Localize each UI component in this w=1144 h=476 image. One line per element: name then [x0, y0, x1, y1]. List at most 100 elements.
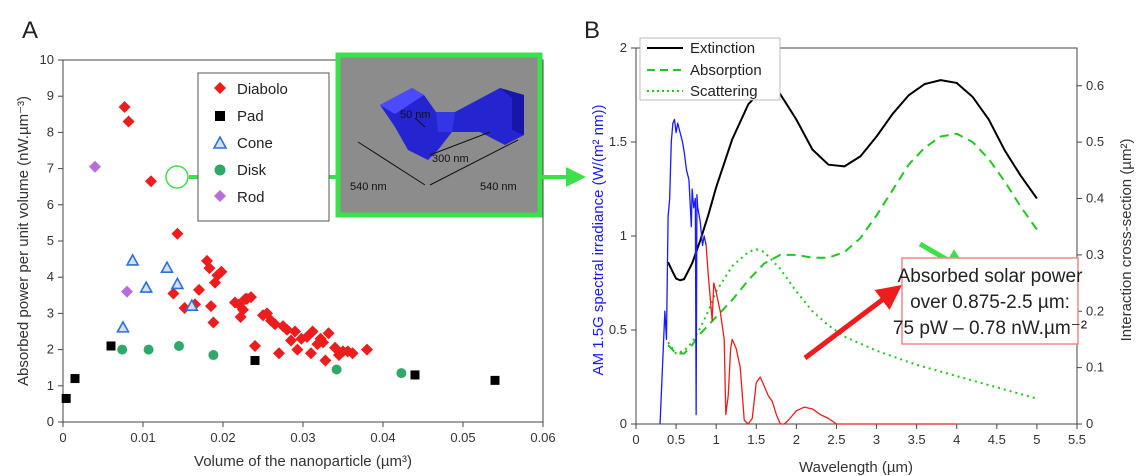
- y-axis-right-label-b: Interaction cross-section (µm²): [1118, 139, 1135, 342]
- x-tick-label-b: 4.5: [988, 432, 1006, 447]
- point-cone: [125, 253, 140, 266]
- diabolo-gap: [436, 112, 455, 132]
- point-diabolo: [245, 291, 257, 304]
- x-tick-label-b: 4: [953, 432, 960, 447]
- dim-line-540-left: [357, 141, 426, 186]
- y-tick-label-a: 4: [47, 269, 54, 284]
- point-disk: [208, 350, 219, 361]
- point-pad: [106, 341, 116, 351]
- panel-a-label: A: [22, 17, 38, 44]
- point-cone: [116, 320, 130, 333]
- x-axis-label-a: Volume of the nanoparticle (µm³): [194, 453, 412, 470]
- legend-a: Diabolo Pad Cone Disk Rod: [197, 72, 330, 222]
- series-line-extinction: [667, 79, 1038, 282]
- point-diabolo: [207, 316, 220, 329]
- point-disk: [174, 340, 184, 351]
- plot-a-points: [61, 101, 500, 403]
- point-diabolo: [215, 265, 228, 278]
- y-tick-right-label-b: 0.6: [1086, 78, 1104, 93]
- y-tick-label-a: 0: [47, 414, 54, 429]
- annotation-line-2: over 0.875-2.5 µm:: [910, 292, 1070, 313]
- legend-label-scattering: Scattering: [690, 83, 758, 100]
- point-diabolo: [322, 327, 335, 340]
- x-tick-label-a: 0.03: [290, 430, 315, 445]
- dim-label-540nm-left: 540 nm: [350, 181, 387, 193]
- point-diabolo: [249, 339, 261, 352]
- x-tick-label-a: 0.01: [130, 430, 155, 445]
- point-diabolo: [305, 347, 317, 360]
- x-tick-label-a: 0.05: [450, 430, 475, 445]
- point-pad: [70, 374, 80, 384]
- plot-a-ticks: 0 0.01 0.02 0.03 0.04 0.05 0.06 0 1 2 3 4 5 6 7 8 9 10: [40, 52, 556, 445]
- y-tick-label-a: 3: [47, 305, 54, 320]
- legend-label-pad: Pad: [237, 108, 264, 125]
- point-disk: [117, 344, 128, 355]
- chart-b: B 0 0.5 1 1.5 2 2.5 3 3.5 4 4.5 5 5.500.511.5200.10…: [584, 17, 1135, 476]
- y-tick-left-label-b: 1: [620, 228, 627, 243]
- y-tick-label-a: 6: [47, 197, 54, 212]
- point-cone: [139, 280, 154, 293]
- point-diabolo: [306, 325, 319, 338]
- point-diabolo: [317, 336, 329, 349]
- inset-diabolo-render: 50 nm 300 nm 540 nm 540 nm: [335, 52, 543, 218]
- legend-b: Extinction Absorption Scattering: [639, 37, 781, 101]
- y-tick-label-a: 7: [47, 161, 54, 176]
- x-tick-label-b: 1: [713, 432, 720, 447]
- y-tick-left-label-b: 2: [620, 40, 627, 55]
- dim-label-300nm: 300 nm: [432, 153, 469, 165]
- legend-marker-disk: [214, 164, 226, 176]
- point-pad: [410, 370, 420, 380]
- plot-b-ticks: 0 0.5 1 1.5 2 2.5 3 3.5 4 4.5 5 5.500.511.5200.10.2…: [609, 40, 1104, 447]
- point-diabolo: [234, 311, 247, 324]
- point-diabolo: [122, 115, 135, 128]
- x-tick-label-a: 0: [59, 430, 66, 445]
- point-diabolo: [145, 175, 157, 188]
- point-diabolo: [285, 334, 297, 347]
- y-tick-left-label-b: 1.5: [609, 134, 627, 149]
- dim-line-50: [414, 117, 426, 128]
- x-tick-label-b: 5.5: [1068, 432, 1086, 447]
- point-diabolo: [118, 101, 131, 114]
- x-tick-label-b: 3: [873, 432, 880, 447]
- x-tick-label-b: 5: [1033, 432, 1040, 447]
- point-diabolo: [346, 347, 359, 360]
- point-diabolo: [361, 343, 373, 356]
- dim-label-50nm: 50 nm: [400, 109, 431, 121]
- x-tick-label-b: 0.5: [667, 432, 685, 447]
- point-diabolo: [171, 227, 184, 240]
- x-tick-label-b: 1.5: [747, 432, 765, 447]
- point-diabolo: [291, 343, 304, 356]
- legend-label-disk: Disk: [237, 162, 267, 179]
- legend-marker-cone: [212, 135, 228, 149]
- legend-label-diabolo: Diabolo: [237, 81, 288, 98]
- annotation-arrow-red: [803, 284, 902, 360]
- point-pad: [61, 393, 71, 403]
- y-tick-right-label-b: 0.1: [1086, 360, 1104, 375]
- point-diabolo: [203, 262, 216, 275]
- point-disk: [331, 364, 342, 375]
- point-pad: [490, 375, 500, 385]
- point-diabolo: [167, 287, 180, 300]
- point-diabolo: [281, 323, 293, 336]
- annotation-box: [901, 257, 1079, 345]
- point-pad: [250, 355, 260, 365]
- point-diabolo: [269, 318, 281, 331]
- panel-b-label: B: [584, 17, 600, 44]
- y-tick-label-a: 5: [47, 233, 54, 248]
- y-tick-label-a: 1: [47, 378, 54, 393]
- x-tick-label-b: 0: [632, 432, 639, 447]
- annotation-line-1: Absorbed solar power: [898, 266, 1083, 287]
- y-tick-label-a: 9: [47, 88, 54, 103]
- x-tick-label-b: 2.5: [827, 432, 845, 447]
- x-tick-label-a: 0.02: [210, 430, 235, 445]
- y-tick-left-label-b: 0.5: [609, 322, 627, 337]
- y-axis-left-label-b: AM 1.5G spectral irradiance (W/(m² nm)): [590, 105, 607, 376]
- x-tick-label-a: 0.04: [370, 430, 395, 445]
- point-diabolo: [289, 325, 301, 338]
- dim-label-540nm-right: 540 nm: [480, 181, 517, 193]
- legend-label-rod: Rod: [237, 189, 265, 206]
- y-tick-label-a: 8: [47, 124, 54, 139]
- point-cone: [184, 298, 199, 311]
- y-tick-right-label-b: 0.2: [1086, 303, 1104, 318]
